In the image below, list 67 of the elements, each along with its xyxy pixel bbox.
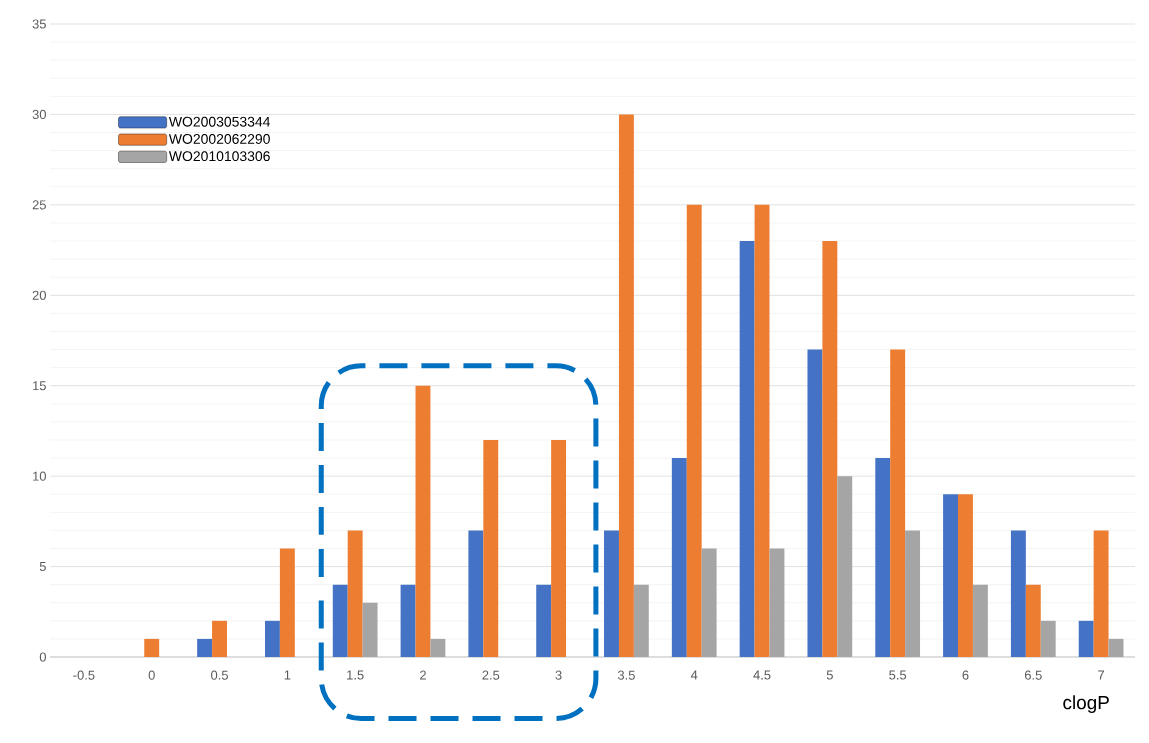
bar: [618, 114, 634, 657]
bar: [822, 241, 838, 657]
bar: [943, 494, 959, 657]
x-tick-label: 3: [555, 670, 562, 680]
legend-label: WO2003053344: [168, 116, 271, 127]
bar: [551, 439, 567, 657]
x-tick-label: 0.5: [211, 670, 228, 680]
y-tick-label: 30: [32, 109, 46, 119]
bar: [415, 385, 431, 657]
bar: [686, 204, 702, 657]
bar: [483, 439, 499, 657]
bar: [362, 602, 378, 657]
bar: [1040, 620, 1056, 657]
x-tick-label: -0.5: [73, 670, 95, 680]
x-tick-label: 4.5: [753, 670, 771, 680]
bar: [972, 584, 988, 657]
x-tick-label: 4: [690, 670, 698, 680]
bar: [400, 584, 416, 657]
bar: [739, 241, 755, 657]
legend-label: WO2002062290: [168, 134, 270, 144]
x-tick-label: 0: [148, 670, 155, 680]
bar: [1078, 620, 1094, 657]
bar: [430, 638, 446, 657]
x-tick-label: 2.5: [482, 670, 500, 680]
bar: [212, 620, 227, 657]
bar: [1108, 638, 1124, 657]
bar: [837, 476, 853, 657]
x-axis-title: clogP: [1063, 695, 1109, 713]
x-tick-label: 6: [962, 670, 969, 680]
bar: [905, 530, 921, 657]
x-tick-label: 2: [420, 670, 426, 680]
x-tick-label: 1.5: [347, 670, 364, 680]
bar: [958, 494, 973, 657]
y-tick-label: 10: [33, 471, 46, 481]
bar: [144, 638, 160, 657]
bar: [604, 530, 619, 657]
bar: [807, 349, 823, 657]
bar: [332, 584, 348, 657]
bar: [754, 204, 770, 657]
y-tick-label: 35: [32, 19, 46, 29]
x-tick-label: 1: [284, 670, 291, 680]
bar: [701, 548, 717, 657]
x-tick-label: 5: [826, 670, 833, 680]
bar: [1093, 530, 1109, 657]
x-tick-label: 3.5: [617, 670, 635, 680]
bar: [279, 548, 295, 657]
bar: [347, 530, 363, 657]
bar: [875, 458, 891, 657]
y-tick-label: 25: [32, 200, 46, 210]
x-tick-label: 6.5: [1024, 670, 1042, 680]
x-tick-label: 7: [1098, 670, 1105, 680]
y-tick-label: 5: [39, 562, 46, 572]
bar: [671, 458, 687, 657]
x-tick-label: 5.5: [889, 670, 907, 680]
bar: [1025, 584, 1041, 657]
legend-label: WO2010103306: [168, 151, 270, 162]
y-tick-label: 15: [33, 381, 46, 391]
bar: [264, 620, 280, 657]
bar: [890, 349, 906, 657]
bar: [633, 584, 649, 657]
bar: [536, 584, 552, 657]
bar: [468, 530, 484, 657]
y-tick-label: 20: [32, 290, 46, 300]
y-tick-label: 0: [39, 652, 46, 662]
bar: [197, 638, 213, 657]
bar: [769, 548, 785, 657]
bar: [1010, 530, 1026, 657]
